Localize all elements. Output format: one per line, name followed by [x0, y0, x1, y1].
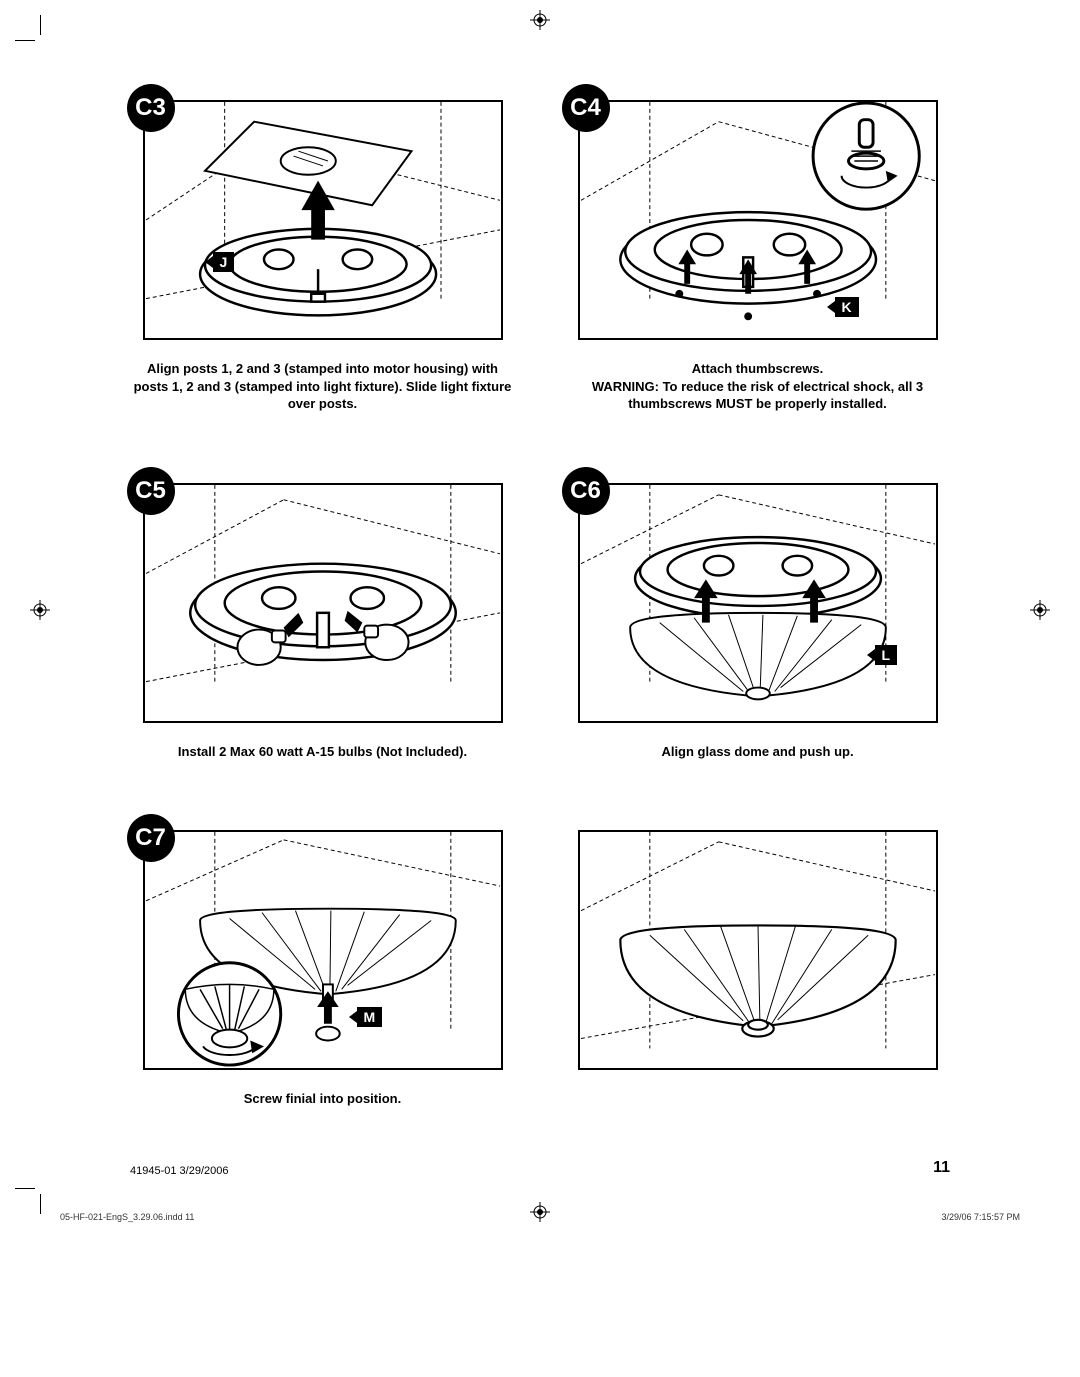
- diagram-c7: C7 M: [143, 830, 503, 1070]
- crop-mark: [15, 1188, 35, 1189]
- part-label-k: K: [835, 297, 859, 317]
- caption-c5: Install 2 Max 60 watt A-15 bulbs (Not In…: [178, 743, 467, 761]
- diagram-illustration: [145, 485, 501, 721]
- step-badge: C6: [562, 467, 610, 515]
- manual-page: C3 J: [0, 0, 1080, 1377]
- diagram-illustration: [580, 102, 936, 338]
- print-timestamp: 3/29/06 7:15:57 PM: [941, 1212, 1020, 1222]
- step-c3: C3 J: [130, 100, 515, 413]
- part-label-j: J: [213, 252, 235, 272]
- registration-mark-icon: [30, 600, 50, 620]
- step-c5: C5: [130, 483, 515, 761]
- page-footer: 41945-01 3/29/2006 11: [130, 1159, 950, 1177]
- diagram-final: [578, 830, 938, 1070]
- diagram-illustration: [580, 485, 936, 721]
- print-metadata: 05-HF-021-EngS_3.29.06.indd 11 3/29/06 7…: [60, 1212, 1020, 1222]
- crop-mark: [40, 15, 41, 35]
- step-badge: C3: [127, 84, 175, 132]
- part-label-l: L: [875, 645, 898, 665]
- registration-mark-icon: [1030, 600, 1050, 620]
- steps-grid: C3 J: [130, 100, 950, 1108]
- doc-id: 41945-01 3/29/2006: [130, 1165, 228, 1177]
- caption-c6: Align glass dome and push up.: [661, 743, 853, 761]
- diagram-c6: C6 L: [578, 483, 938, 723]
- step-final: [565, 830, 950, 1108]
- caption-c3: Align posts 1, 2 and 3 (stamped into mot…: [133, 360, 513, 413]
- step-badge: C7: [127, 814, 175, 862]
- print-file: 05-HF-021-EngS_3.29.06.indd 11: [60, 1212, 194, 1222]
- diagram-illustration: [580, 832, 936, 1068]
- diagram-c4: C4 K: [578, 100, 938, 340]
- caption-c7: Screw finial into position.: [244, 1090, 401, 1108]
- part-label-m: M: [357, 1007, 383, 1027]
- step-badge: C4: [562, 84, 610, 132]
- diagram-c5: C5: [143, 483, 503, 723]
- diagram-illustration: [145, 102, 501, 338]
- crop-mark: [40, 1194, 41, 1214]
- registration-mark-icon: [530, 10, 550, 30]
- crop-mark: [15, 40, 35, 41]
- diagram-illustration: [145, 832, 501, 1068]
- step-c4: C4 K: [565, 100, 950, 413]
- step-badge: C5: [127, 467, 175, 515]
- step-c7: C7 M: [130, 830, 515, 1108]
- step-c6: C6 L: [565, 483, 950, 761]
- page-number: 11: [933, 1159, 950, 1177]
- caption-c4: Attach thumbscrews. WARNING: To reduce t…: [568, 360, 948, 413]
- diagram-c3: C3 J: [143, 100, 503, 340]
